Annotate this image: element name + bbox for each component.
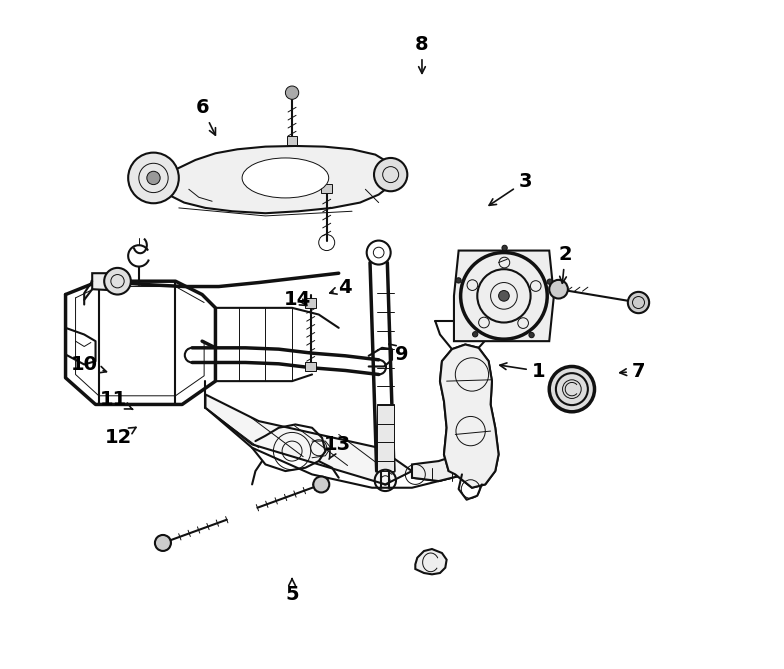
Circle shape: [374, 158, 408, 191]
Circle shape: [104, 268, 131, 294]
Circle shape: [155, 535, 171, 551]
Text: 6: 6: [195, 98, 216, 135]
Polygon shape: [321, 184, 332, 193]
Text: 13: 13: [324, 435, 351, 459]
Circle shape: [550, 367, 594, 412]
Circle shape: [314, 476, 329, 492]
Polygon shape: [93, 273, 118, 290]
Polygon shape: [306, 298, 316, 308]
Text: 8: 8: [416, 35, 429, 74]
Polygon shape: [440, 345, 499, 488]
Polygon shape: [205, 395, 412, 484]
Polygon shape: [287, 136, 297, 145]
Circle shape: [473, 332, 478, 337]
Circle shape: [147, 171, 160, 185]
Text: 5: 5: [285, 579, 299, 604]
Text: 1: 1: [500, 362, 546, 381]
Polygon shape: [306, 363, 316, 371]
Text: 14: 14: [284, 290, 311, 309]
Circle shape: [628, 292, 649, 313]
Polygon shape: [454, 251, 554, 341]
Polygon shape: [376, 405, 394, 471]
Ellipse shape: [242, 158, 328, 198]
Circle shape: [499, 290, 510, 301]
Text: 9: 9: [389, 344, 408, 364]
Text: 12: 12: [105, 427, 136, 448]
Circle shape: [456, 278, 461, 283]
Text: 4: 4: [330, 278, 352, 297]
Text: 3: 3: [489, 172, 532, 205]
Polygon shape: [416, 549, 447, 575]
Circle shape: [128, 153, 179, 203]
Circle shape: [547, 279, 553, 284]
Text: 10: 10: [71, 355, 107, 374]
Text: 11: 11: [100, 390, 132, 409]
Polygon shape: [412, 451, 482, 481]
Text: 7: 7: [620, 362, 645, 381]
Text: 2: 2: [558, 245, 572, 283]
Circle shape: [285, 86, 299, 99]
Circle shape: [502, 246, 507, 251]
Polygon shape: [154, 146, 394, 213]
Circle shape: [529, 332, 534, 338]
Circle shape: [550, 280, 568, 298]
